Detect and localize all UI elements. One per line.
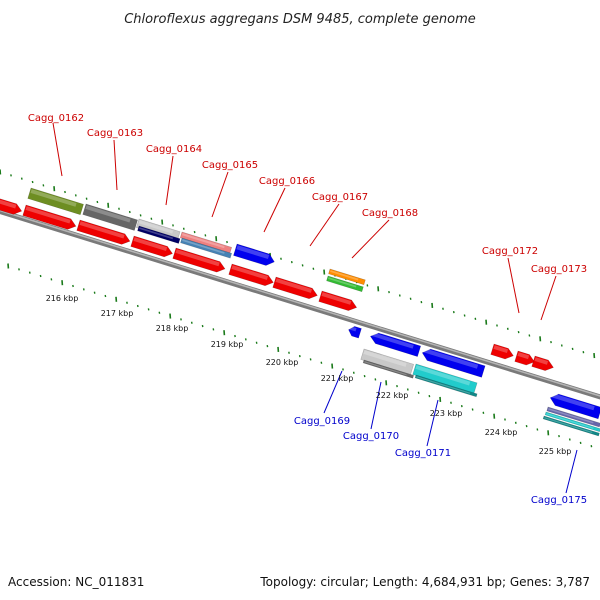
gene-label-leaders	[52, 122, 578, 494]
gene-arrow	[272, 276, 318, 299]
label-leader	[507, 257, 520, 314]
scale-tick-label: 218 kbp	[156, 324, 189, 333]
label-leader	[263, 187, 286, 233]
gene-label: Cagg_0173	[531, 264, 587, 275]
gene-arrow	[421, 348, 486, 378]
gene-block	[326, 275, 364, 293]
gene-label: Cagg_0162	[28, 113, 84, 124]
gene-labels: Cagg_0162Cagg_0163Cagg_0164Cagg_0165Cagg…	[28, 113, 587, 506]
scale-tick-label: 221 kbp	[321, 374, 354, 383]
gene-arrow	[348, 326, 362, 339]
gene-block	[27, 187, 84, 216]
gene-label: Cagg_0164	[146, 144, 202, 155]
gene-block	[137, 225, 181, 244]
label-leader	[351, 219, 390, 259]
gene-arrow	[0, 194, 23, 215]
scale-tick-label: 223 kbp	[430, 409, 463, 418]
gene-arrow	[531, 355, 554, 371]
gene-block	[180, 237, 232, 259]
gene-block	[414, 374, 478, 398]
label-leader	[426, 399, 439, 447]
label-leader	[211, 171, 229, 218]
gene-arrow	[369, 332, 422, 357]
scale-tick-label: 217 kbp	[101, 309, 134, 318]
gene-label: Cagg_0168	[362, 208, 418, 219]
scale-tick-label: 224 kbp	[485, 428, 518, 437]
gene-arrow	[318, 290, 358, 311]
reverse-strand-ticks	[7, 263, 593, 448]
gene-label: Cagg_0167	[312, 192, 368, 203]
label-leader	[370, 381, 382, 430]
scale-tick-label: 219 kbp	[211, 340, 244, 349]
accession-text: Accession: NC_011831	[8, 575, 144, 589]
gene-label: Cagg_0169	[294, 416, 350, 427]
gene-block	[542, 415, 600, 437]
gene-arrow	[490, 343, 514, 360]
label-leader	[165, 155, 174, 206]
gene-label: Cagg_0172	[482, 246, 538, 257]
gene-arrow	[76, 219, 131, 245]
backbone	[0, 208, 600, 400]
gene-label: Cagg_0166	[259, 176, 315, 187]
scale-labels: 216 kbp 217 kbp 218 kbp 219 kbp 220 kbp 221 k…	[46, 294, 572, 456]
gene-label: Cagg_0171	[395, 448, 451, 459]
label-leader	[309, 203, 340, 247]
gene-arrow	[233, 243, 275, 266]
genome-summary-text: Topology: circular; Length: 4,684,931 bp…	[259, 575, 590, 589]
gene-label: Cagg_0170	[343, 431, 399, 442]
label-leader	[52, 122, 63, 177]
gene-arrow	[22, 204, 77, 230]
scale-tick-label: 222 kbp	[376, 391, 409, 400]
gene-block	[328, 268, 366, 286]
gene-arrow	[514, 350, 535, 366]
gene-label: Cagg_0175	[531, 495, 587, 506]
scale-tick-label: 216 kbp	[46, 294, 79, 303]
gene-block	[82, 203, 138, 231]
label-leader	[565, 449, 578, 494]
label-leader	[113, 139, 118, 191]
gene-features	[0, 187, 600, 437]
scale-tick-label: 225 kbp	[539, 447, 572, 456]
gene-arrow	[172, 247, 226, 273]
gene-label: Cagg_0165	[202, 160, 258, 171]
scale-tick-label: 220 kbp	[266, 358, 299, 367]
gene-block	[546, 406, 600, 428]
gene-arrow	[130, 235, 173, 258]
gene-arrow	[228, 263, 274, 286]
map-title: Chloroflexus aggregans DSM 9485, complet…	[124, 12, 476, 27]
label-leader	[323, 370, 343, 414]
gene-arrow	[549, 393, 600, 420]
label-leader	[540, 275, 557, 321]
gene-block	[362, 359, 414, 379]
gene-label: Cagg_0163	[87, 128, 143, 139]
forward-strand-ticks	[0, 169, 596, 359]
